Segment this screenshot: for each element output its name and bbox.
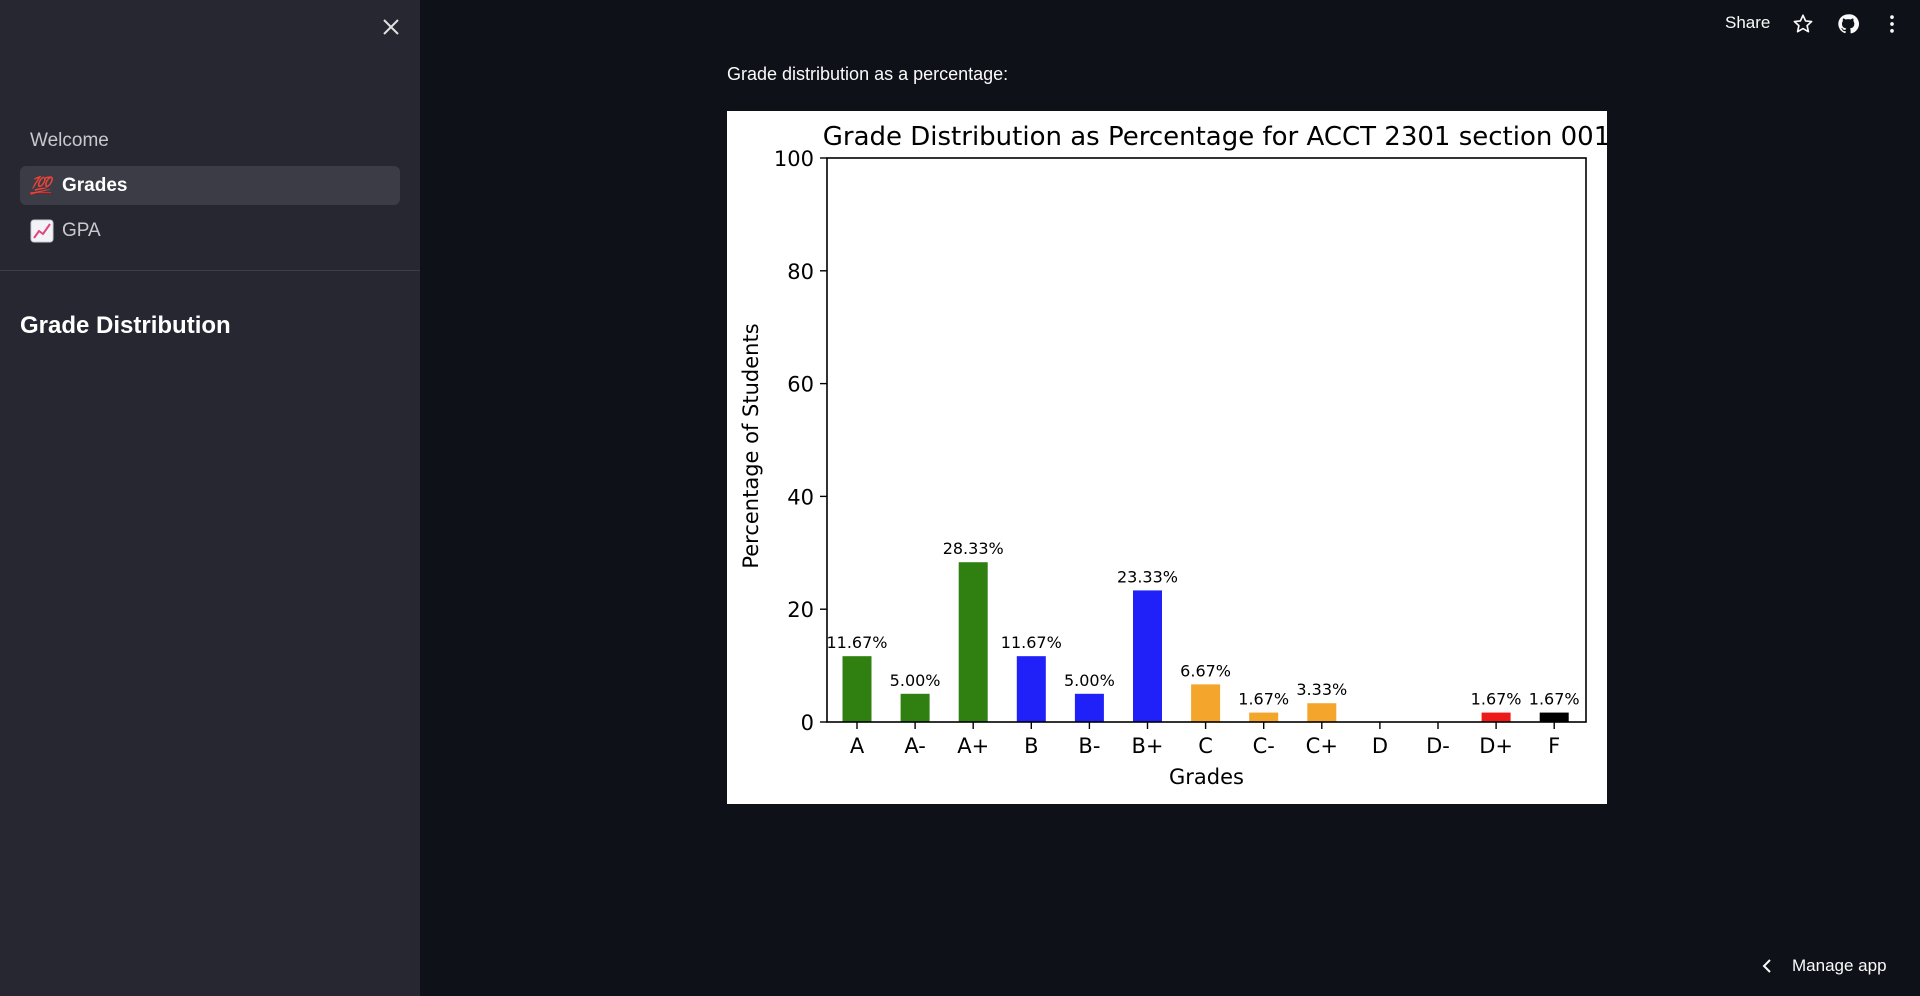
- manage-app-button[interactable]: Manage app: [1760, 956, 1887, 976]
- chart-title: Grade Distribution as Percentage for ACC…: [823, 122, 1607, 152]
- bar-B: [1016, 656, 1046, 722]
- x-tick-label: B+: [1131, 734, 1163, 758]
- bar-C-: [1249, 712, 1279, 722]
- github-icon[interactable]: [1836, 12, 1860, 36]
- chart-caption: Grade distribution as a percentage:: [727, 64, 1009, 84]
- x-tick-label: D-: [1426, 734, 1450, 758]
- data-label: 11.67%: [1001, 633, 1062, 652]
- data-label: 5.00%: [1064, 671, 1115, 690]
- sidebar-heading: Grade Distribution: [20, 312, 231, 339]
- y-tick-label: 60: [787, 373, 814, 397]
- x-tick-label: C: [1198, 734, 1213, 758]
- chevron-left-icon: [1762, 959, 1771, 973]
- hundred-points-icon: 💯: [30, 175, 52, 195]
- y-axis-label: Percentage of Students: [739, 323, 763, 568]
- bar-A-: [900, 693, 930, 722]
- sidebar-item-label: Welcome: [30, 129, 109, 151]
- x-tick-label: A-: [904, 734, 925, 758]
- chart-svg: Grade Distribution as Percentage for ACC…: [739, 122, 1607, 789]
- x-tick-label: B-: [1078, 734, 1100, 758]
- more-vertical-icon[interactable]: [1880, 12, 1904, 36]
- sidebar-item-gpa[interactable]: GPA: [20, 211, 400, 250]
- data-label: 28.33%: [943, 539, 1004, 558]
- close-icon: [383, 19, 399, 35]
- sidebar-item-label: GPA: [62, 219, 101, 241]
- sidebar-nav: Welcome 💯 Grades GPA: [20, 121, 400, 256]
- y-tick-label: 20: [787, 598, 814, 622]
- data-label: 1.67%: [1471, 690, 1522, 709]
- star-icon[interactable]: [1791, 12, 1815, 36]
- bar-A: [842, 656, 872, 722]
- bar-A+: [958, 562, 988, 722]
- y-tick-label: 40: [787, 485, 814, 509]
- sidebar: Welcome 💯 Grades GPA Grade Distribution: [0, 0, 420, 996]
- x-tick-label: D: [1372, 734, 1388, 758]
- data-label: 1.67%: [1529, 690, 1580, 709]
- sidebar-item-welcome[interactable]: Welcome: [20, 121, 400, 160]
- y-tick-label: 100: [774, 147, 814, 171]
- plot-frame: [826, 157, 1587, 723]
- sidebar-item-grades[interactable]: 💯 Grades: [20, 166, 400, 205]
- data-label: 3.33%: [1296, 680, 1347, 699]
- x-tick-label: C-: [1253, 734, 1275, 758]
- data-label: 23.33%: [1117, 567, 1178, 586]
- bar-B+: [1133, 590, 1162, 722]
- bar-B-: [1074, 693, 1104, 722]
- x-tick-label: F: [1548, 734, 1560, 758]
- data-label: 5.00%: [890, 671, 941, 690]
- x-tick-label: A: [850, 734, 865, 758]
- close-sidebar-button[interactable]: [378, 14, 404, 40]
- data-label: 6.67%: [1180, 661, 1231, 680]
- y-tick-label: 80: [787, 260, 814, 284]
- x-tick-label: A+: [957, 734, 989, 758]
- bar-C: [1191, 684, 1221, 722]
- grade-distribution-chart: Grade Distribution as Percentage for ACC…: [727, 111, 1607, 804]
- bar-F: [1539, 712, 1569, 722]
- data-label: 1.67%: [1238, 690, 1289, 709]
- x-axis-label: Grades: [1169, 765, 1244, 789]
- chart-increasing-icon: [30, 219, 56, 243]
- bar-C+: [1307, 703, 1337, 722]
- bar-D+: [1481, 712, 1511, 722]
- x-tick-label: B: [1024, 734, 1038, 758]
- x-tick-label: C+: [1306, 734, 1338, 758]
- manage-app-label: Manage app: [1792, 956, 1887, 975]
- x-tick-label: D+: [1479, 734, 1513, 758]
- sidebar-item-label: Grades: [62, 174, 128, 196]
- share-button[interactable]: Share: [1725, 13, 1771, 32]
- sidebar-divider: [0, 270, 420, 271]
- y-tick-label: 0: [801, 711, 814, 735]
- data-label: 11.67%: [826, 633, 887, 652]
